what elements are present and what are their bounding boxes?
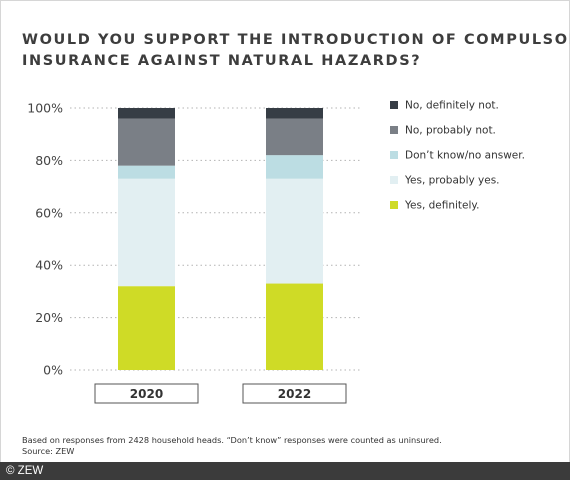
copyright-bar: © ZEW xyxy=(0,462,570,480)
bar-segment xyxy=(118,165,175,179)
y-tick-label: 40% xyxy=(35,258,63,273)
copyright-text: © ZEW xyxy=(6,465,44,477)
footnote: Based on responses from 2428 household h… xyxy=(22,435,442,457)
bar-segment xyxy=(118,118,175,166)
bar-segment xyxy=(118,108,175,119)
chart-title-line-2: INSURANCE AGAINST NATURAL HAZARDS? xyxy=(22,53,422,69)
legend-label: Don’t know/no answer. xyxy=(405,150,525,162)
category-label-box xyxy=(94,383,199,404)
bar-segment xyxy=(118,178,175,287)
legend-label: No, definitely not. xyxy=(405,100,499,112)
y-tick-label: 20% xyxy=(35,310,63,325)
legend-label: Yes, probably yes. xyxy=(404,175,500,187)
y-tick-label: 0% xyxy=(43,363,63,378)
stacked-bar-chart: 0% 20% 40% 60% 80% 100% 2020 2022 No, definitely… xyxy=(27,100,525,404)
bar-segment xyxy=(266,118,323,156)
y-tick-label: 80% xyxy=(35,153,63,168)
legend-swatch xyxy=(390,151,398,159)
bar-segment xyxy=(266,108,323,119)
legend-label: No, probably not. xyxy=(405,125,496,137)
bar-segment xyxy=(118,286,175,370)
y-tick-label: 60% xyxy=(35,205,63,220)
chart-title: WOULD YOU SUPPORT THE INTRODUCTION OF CO… xyxy=(22,30,570,72)
bar-segment xyxy=(266,155,323,179)
y-tick-label: 100% xyxy=(27,101,63,116)
bar-segment xyxy=(266,178,323,284)
legend-swatch xyxy=(390,126,398,134)
category-label: 2022 xyxy=(278,387,311,401)
category-label-box xyxy=(242,383,347,404)
footnote-text: Based on responses from 2428 household h… xyxy=(22,435,442,445)
source-text: Source: ZEW xyxy=(22,446,75,456)
bar-segment xyxy=(266,283,323,370)
category-label: 2020 xyxy=(130,387,163,401)
legend-swatch xyxy=(390,176,398,184)
legend-label: Yes, definitely. xyxy=(404,200,479,212)
legend-swatch xyxy=(390,201,398,209)
legend-swatch xyxy=(390,101,398,109)
chart-title-line-1: WOULD YOU SUPPORT THE INTRODUCTION OF CO… xyxy=(22,32,570,48)
